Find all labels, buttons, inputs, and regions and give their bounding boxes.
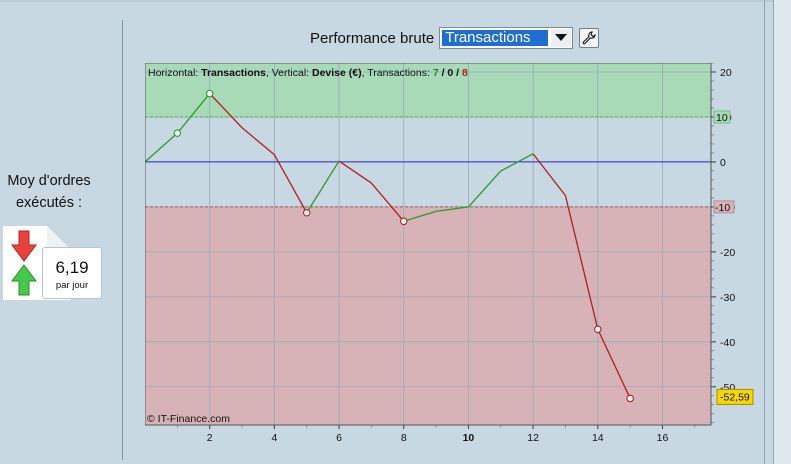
orders-title-line2: exécutés : [15, 195, 83, 211]
data-point [205, 89, 214, 98]
orders-title-line1: Moy d'ordres [7, 173, 91, 189]
series-segment [273, 154, 308, 214]
plot-border [144, 62, 712, 426]
orders-panel: Moy d'ordres exécutés : [0, 170, 100, 301]
series-segment [338, 160, 372, 184]
data-point [626, 394, 634, 403]
threshold-bottom-label: -10 [715, 202, 730, 214]
series-segment [597, 328, 631, 399]
panel-divider [122, 20, 123, 460]
chevron-down-icon[interactable] [551, 29, 572, 47]
series-segment [532, 153, 566, 197]
performance-select[interactable]: Transactions [439, 27, 574, 49]
info-slash2: / [453, 67, 462, 79]
series-segment [176, 93, 211, 134]
x-tick-label: 8 [401, 432, 407, 444]
info-h-value: Transactions [201, 67, 266, 79]
x-tick-label: 10 [463, 432, 475, 444]
x-tick-label: 16 [657, 432, 669, 444]
series-segment [306, 160, 340, 214]
y-tick-label: 20 [720, 67, 732, 79]
threshold-top-label: 10 [716, 112, 728, 124]
x-tick-label: 14 [592, 432, 604, 444]
vertical-scrollbar[interactable] [773, 0, 791, 464]
data-point [173, 129, 182, 137]
threshold-top-label-box [713, 110, 731, 124]
arrow-up-icon [11, 264, 37, 296]
info-t-zero: 0 [447, 67, 453, 79]
info-v-value: Devise (€) [312, 67, 362, 79]
data-point [302, 208, 311, 217]
wrench-icon[interactable] [579, 28, 600, 48]
x-tick-label: 4 [271, 432, 277, 444]
series-segment [370, 182, 405, 222]
info-slash1: / [439, 67, 448, 79]
data-point [594, 325, 602, 333]
loss-zone [145, 206, 711, 425]
last-value-badge [716, 388, 754, 405]
top-border [0, 0, 791, 2]
orders-rate-value: 6,19 [55, 258, 89, 277]
x-tick-label: 6 [336, 432, 342, 444]
series-segment [467, 170, 502, 208]
x-tick-label: 12 [527, 432, 539, 444]
copyright-text: © IT-Finance.com [147, 413, 230, 425]
orders-rate-unit: par jour [55, 280, 89, 291]
chart-info-text: Horizontal: Transactions, Vertical: Devi… [148, 67, 468, 79]
orders-rate-box: 6,19 par jour [42, 247, 102, 299]
arrow-down-icon [11, 230, 37, 262]
y-tick-label: -40 [720, 337, 735, 349]
series-segment [209, 93, 243, 129]
series-segment [500, 153, 534, 172]
performance-label: Performance brute [310, 29, 435, 47]
performance-series [144, 89, 634, 403]
data-point [399, 217, 408, 226]
threshold-bottom-label-box [713, 200, 735, 214]
series-segment [564, 195, 599, 330]
info-t-win: 7 [433, 67, 439, 79]
series-segment [403, 210, 437, 222]
right-panel-divider [764, 0, 765, 464]
series-segment [144, 132, 178, 163]
info-t-loss: 8 [462, 67, 468, 79]
info-h-prefix: Horizontal: [148, 67, 201, 79]
series-segment [435, 206, 469, 213]
performance-select-value: Transactions [442, 30, 549, 46]
card-fold [47, 226, 71, 250]
series-segment [241, 127, 275, 156]
y-tick-label: -20 [720, 247, 735, 259]
y-tick-label: 0 [720, 157, 726, 169]
y-tick-label: -30 [720, 292, 735, 304]
info-v-prefix: , Vertical: [266, 67, 312, 79]
performance-header: Performance brute Transactions [310, 26, 600, 50]
info-t-prefix: , Transactions: [362, 67, 433, 79]
last-value-text: -52,59 [720, 391, 750, 403]
orders-title: Moy d'ordres exécutés : [0, 170, 98, 214]
x-tick-label: 2 [207, 432, 213, 444]
x-axis: 2 4 6 8 10 12 14 16 [177, 425, 696, 444]
